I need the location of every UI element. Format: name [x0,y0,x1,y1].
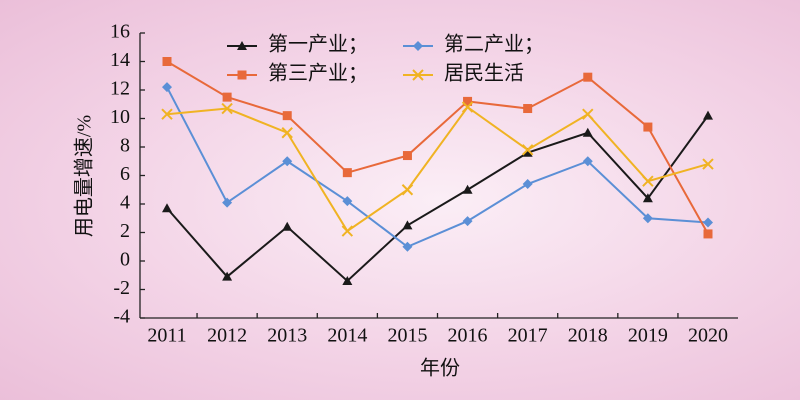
marker [642,175,654,187]
y-tick-label: 16 [110,21,130,43]
marker [702,158,714,170]
y-tick-label: 14 [110,49,130,71]
marker [282,111,292,121]
marker [401,184,414,196]
x-axis-label: 年份 [420,357,460,380]
legend-label: 第三产业； [268,62,368,85]
marker [221,102,233,115]
marker [703,217,713,228]
y-tick-label: -2 [113,277,130,299]
marker [522,179,533,190]
marker [342,275,353,285]
y-tick-label: 6 [120,163,130,185]
legend-label: 第一产业； [268,33,368,56]
x-tick-label: 2017 [508,325,548,347]
marker [522,147,533,157]
x-tick-label: 2014 [327,325,367,347]
x-tick-label: 2015 [387,325,427,347]
marker [582,156,593,167]
y-tick-label: 4 [120,192,130,214]
x-tick-label: 2011 [147,325,186,347]
marker [282,221,293,231]
y-tick-label: 10 [110,106,130,128]
marker [237,70,247,80]
marker [642,213,653,224]
marker [402,241,413,252]
marker [162,203,172,213]
marker [412,69,424,81]
marker [703,229,713,239]
y-tick-label: 12 [110,78,130,100]
marker [461,101,474,113]
marker [222,271,233,281]
y-tick-label: -4 [113,306,130,328]
series-line [166,86,709,248]
y-tick-label: 2 [120,220,130,242]
series-line [166,60,709,235]
marker [703,110,713,120]
marker [162,57,172,66]
y-tick-label: 8 [120,135,130,157]
series-line [166,115,709,283]
marker [462,216,473,227]
marker [463,96,473,106]
x-tick-label: 2016 [448,325,488,347]
marker [342,196,353,207]
marker [642,193,653,203]
marker [222,197,233,208]
marker [582,108,594,120]
marker [523,104,533,114]
marker [282,156,293,167]
x-tick-label: 2012 [207,325,247,347]
marker [341,225,354,237]
y-axis-label: 用电量增速/% [73,115,96,237]
series-line [166,105,709,233]
marker [521,144,534,156]
marker [462,184,473,194]
x-tick-label: 2013 [267,325,307,347]
marker [583,72,593,82]
marker [402,151,412,161]
marker [222,92,232,102]
marker [413,41,423,51]
x-tick-label: 2018 [568,325,608,347]
x-tick-label: 2019 [628,325,668,347]
x-tick-label: 2020 [688,325,728,347]
marker [402,220,413,230]
legend-label: 居民生活 [444,62,524,85]
legend-label: 第二产业； [444,33,544,56]
marker [162,82,172,93]
marker [161,108,173,120]
y-tick-label: 0 [120,249,130,271]
marker [643,122,653,132]
marker [342,168,352,178]
marker [582,127,593,137]
marker [237,41,247,50]
marker [281,127,293,139]
